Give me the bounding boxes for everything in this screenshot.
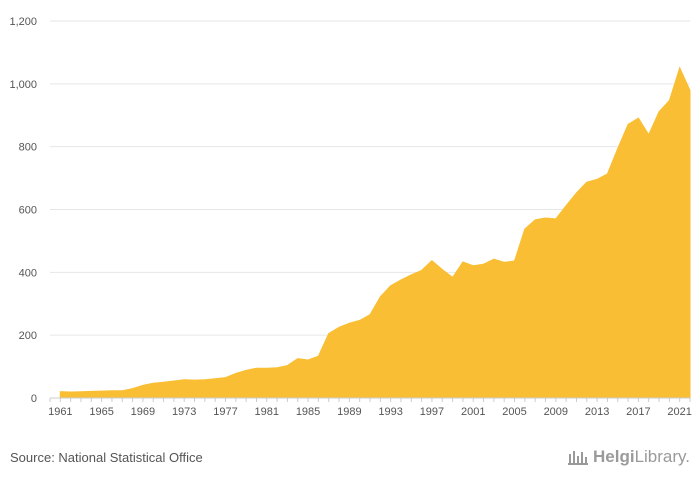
data-point [636,116,640,120]
data-point [120,389,124,393]
data-point [285,364,289,368]
data-point [213,377,217,381]
data-point [554,217,558,221]
data-point [678,66,682,70]
x-tick-label: 2021 [667,406,691,418]
data-point [337,325,341,329]
data-point [461,260,465,264]
data-point [647,133,651,137]
data-point [141,383,145,387]
series-area [59,66,691,399]
x-tick-label: 1981 [255,406,279,418]
area-chart: 0 200 400 600 800 1,000 1,200 1961 1965 1969 1973… [9,16,692,418]
data-point [275,366,279,370]
data-point [533,218,537,222]
y-tick-label: 800 [19,142,37,154]
data-point [440,268,444,272]
data-point [296,357,300,361]
data-point [471,264,475,268]
x-tick-label: 2009 [544,406,568,418]
data-point [131,387,135,391]
data-point [688,88,692,92]
data-point [564,204,568,208]
data-point [316,354,320,358]
data-point [358,318,362,322]
data-point [513,259,517,263]
x-tick-label: 2017 [626,406,650,418]
data-point [172,379,176,383]
x-tick-label: 2013 [585,406,609,418]
x-tick-label: 1985 [296,406,320,418]
data-point [420,268,424,272]
y-tick-label: 0 [31,393,37,405]
data-point [451,275,455,279]
data-point [255,366,259,370]
data-point [306,358,310,362]
data-point [502,260,506,264]
data-point [409,273,413,277]
data-point [544,216,548,220]
data-point [626,122,630,126]
x-tick-label: 1977 [213,406,237,418]
x-tick-label: 2001 [461,406,485,418]
data-point [616,147,620,151]
data-point [193,378,197,382]
data-point [100,389,104,393]
x-tick-label: 1965 [89,406,113,418]
data-point [368,313,372,317]
data-point [523,227,527,231]
y-tick-label: 200 [19,330,37,342]
data-point [234,372,238,376]
x-tick-label: 1993 [378,406,402,418]
y-tick-label: 1,200 [9,16,37,28]
y-tick-label: 1,000 [9,79,37,91]
data-point [327,332,331,336]
data-point [389,284,393,288]
series-area-group [58,66,692,399]
data-point [378,295,382,299]
data-point [399,278,403,282]
data-point [69,390,73,394]
data-point [89,389,93,393]
data-point [58,390,62,394]
data-point [657,110,661,114]
x-tick-label: 1973 [172,406,196,418]
y-axis-tick-labels: 0 200 400 600 800 1,000 1,200 [9,16,37,405]
data-point [162,380,166,384]
library-building-icon [568,451,588,465]
data-point [605,172,609,176]
data-point [110,389,114,393]
x-tick-label: 1961 [48,406,72,418]
data-point [482,262,486,266]
helgi-library-logo[interactable]: HelgiLibrary. [567,447,690,467]
data-point [151,381,155,385]
data-point [347,321,351,325]
data-point [244,368,248,372]
x-tick-label: 1989 [337,406,361,418]
data-point [182,378,186,382]
data-point [575,191,579,195]
data-point [265,366,269,370]
y-tick-label: 600 [19,205,37,217]
x-tick-label: 2005 [502,406,526,418]
source-note: Source: National Statistical Office [10,450,203,465]
data-point [492,257,496,261]
x-tick-label: 1997 [420,406,444,418]
y-tick-label: 400 [19,267,37,279]
data-point [667,99,671,103]
x-axis: 1961 1965 1969 1973 1977 1981 1985 1989 1993 1997… [48,397,692,418]
data-point [224,376,228,380]
data-point [585,180,589,184]
data-point [203,378,207,382]
data-point [595,177,599,181]
logo-text: Library. [634,447,690,466]
x-tick-label: 1969 [131,406,155,418]
logo-text-bold: Helgi [593,447,635,466]
data-point [79,390,83,394]
data-point [430,259,434,263]
